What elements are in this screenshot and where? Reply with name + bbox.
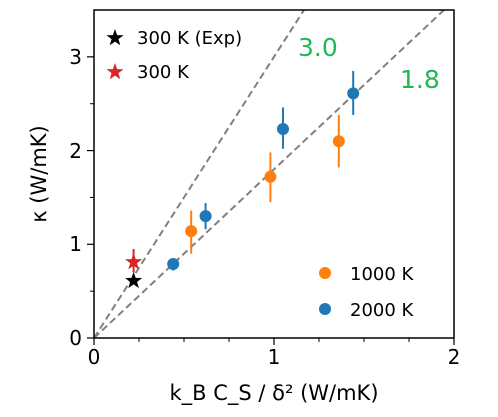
guide-line-1 — [94, 10, 445, 338]
t1000-point-2 — [332, 135, 345, 148]
y-tick-label-3: 3 — [69, 45, 82, 69]
exp-point-0 — [125, 271, 143, 289]
legend-marker-2000k — [319, 303, 331, 315]
legend-label-exp: 300 K (Exp) — [137, 28, 242, 49]
legend-bottom-right: 1000 K 2000 K — [319, 264, 415, 321]
t2000-point-0 — [167, 257, 180, 270]
x-axis-label: k_B C_S / δ² (W/mK) — [169, 381, 378, 406]
t2000-point-2 — [277, 123, 289, 136]
t1000-point-1 — [264, 170, 277, 183]
legend-label-2000k: 2000 K — [350, 300, 415, 321]
axis-ticks — [87, 56, 455, 345]
sim300-point-0 — [125, 253, 143, 270]
t1000-point-0 — [185, 225, 198, 238]
y-axis-label: κ (W/mK) — [27, 125, 51, 223]
slope-label-3-0: 3.0 — [298, 33, 338, 62]
legend-marker-1000k — [319, 267, 331, 279]
x-tick-label-2: 2 — [448, 345, 461, 369]
y-tick-label-1: 1 — [69, 232, 82, 256]
legend-label-1000k: 1000 K — [350, 264, 415, 285]
x-tick-label-1: 1 — [268, 345, 281, 369]
guide-line-0 — [94, 10, 305, 338]
data-marks — [125, 70, 360, 289]
legend-marker-exp-star — [106, 29, 124, 46]
slope-label-1-8: 1.8 — [400, 65, 440, 94]
y-tick-label-0: 0 — [69, 326, 82, 350]
y-tick-label-2: 2 — [69, 139, 82, 163]
t2000-point-1 — [199, 210, 212, 223]
legend-marker-300k-star — [106, 63, 124, 80]
guide-lines — [94, 10, 445, 338]
legend-label-300k: 300 K — [137, 62, 190, 83]
x-tick-label-0: 0 — [88, 345, 101, 369]
t2000-point-3 — [347, 87, 360, 100]
legend-top-left: 300 K (Exp) 300 K — [106, 28, 242, 83]
